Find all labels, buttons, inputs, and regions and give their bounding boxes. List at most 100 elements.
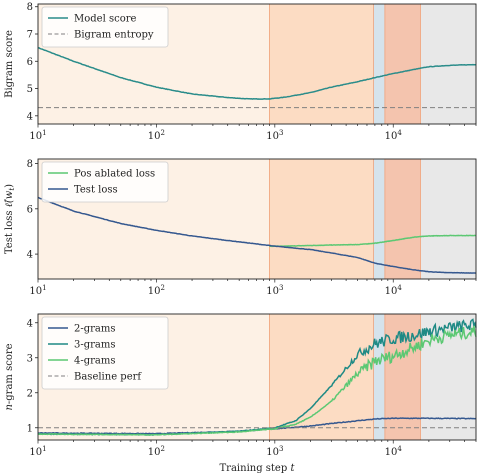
y-label-subscript: t — [8, 188, 16, 191]
x-tick-label: 104 — [385, 284, 403, 297]
legend-box — [41, 161, 169, 203]
x-tick-label: 101 — [29, 445, 46, 458]
legend-entry: Baseline perf — [74, 372, 142, 383]
x-axis: 101 102 103 104 — [29, 124, 477, 142]
legend: 2-grams 3-grams 4-grams Baseline perf — [41, 316, 169, 390]
phase-bands — [38, 159, 476, 279]
x-tick-label: 101 — [29, 284, 46, 297]
x-tick-exponent: 3 — [279, 445, 283, 453]
phase-band — [373, 4, 385, 124]
legend-entry: 2-grams — [74, 324, 116, 335]
legend-entry: 4-grams — [74, 356, 116, 367]
legend-entry: 3-grams — [74, 340, 116, 351]
legend-entry: Model score — [74, 14, 136, 25]
legend: Pos ablated loss Test loss — [41, 161, 169, 203]
x-tick-exponent: 4 — [397, 284, 402, 292]
legend-entry: Bigram entropy — [74, 30, 154, 41]
phase-band — [420, 159, 476, 279]
x-tick-exponent: 2 — [161, 284, 165, 292]
x-tick-exponent: 2 — [161, 129, 165, 137]
x-tick-label: 103 — [266, 284, 283, 297]
phase-band — [373, 159, 385, 279]
phase-band — [269, 159, 374, 279]
x-tick-exponent: 1 — [42, 129, 46, 137]
plot-frame — [37, 3, 477, 125]
x-tick-base: 10 — [148, 447, 161, 458]
x-tick-label: 102 — [148, 445, 165, 458]
x-tick-base: 10 — [385, 286, 398, 297]
y-label-text: Test loss — [4, 207, 15, 254]
x-tick-base: 10 — [148, 286, 161, 297]
y-axis-label: Test loss ℓ̂(wt) — [4, 184, 16, 254]
legend-entry: Test loss — [74, 185, 118, 196]
series-group — [37, 318, 477, 436]
x-tick-label: 102 — [148, 284, 165, 297]
x-tick-exponent: 4 — [397, 129, 402, 137]
legend-box — [41, 316, 169, 390]
x-tick-base: 10 — [29, 286, 42, 297]
x-tick-label: 103 — [266, 445, 283, 458]
x-label-italic: t — [290, 463, 295, 474]
series-line-pos-ablated-loss — [269, 234, 477, 248]
legend-box — [41, 6, 169, 48]
x-tick-exponent: 3 — [279, 129, 283, 137]
x-tick-exponent: 1 — [42, 284, 46, 292]
x-tick-label: 104 — [385, 445, 403, 458]
plot-frame — [37, 158, 477, 280]
x-tick-exponent: 2 — [161, 445, 165, 453]
y-tick-label: 7 — [27, 30, 33, 41]
phase-band — [420, 4, 476, 124]
y-tick-label: 8 — [27, 159, 33, 170]
x-axis: 101 102 103 104 — [29, 440, 477, 458]
x-tick-base: 10 — [266, 131, 279, 142]
x-tick-base: 10 — [266, 447, 279, 458]
series-group — [37, 196, 477, 274]
y-tick-label: 5 — [27, 84, 33, 95]
legend: Model score Bigram entropy — [41, 6, 169, 48]
x-tick-label: 104 — [385, 129, 403, 142]
y-tick-label: 4 — [27, 111, 33, 122]
x-tick-base: 10 — [29, 131, 42, 142]
x-label-text: Training step — [220, 463, 291, 474]
y-axis: 4 6 8 — [27, 159, 38, 261]
y-label-close: ) — [4, 184, 15, 188]
x-tick-base: 10 — [385, 447, 398, 458]
phase-band — [384, 314, 421, 440]
phase-band — [384, 159, 421, 279]
x-tick-base: 10 — [266, 286, 279, 297]
series-line-test-loss — [37, 196, 477, 274]
x-tick-exponent: 3 — [279, 284, 283, 292]
y-label-text: -gram score — [4, 343, 15, 404]
x-tick-exponent: 4 — [397, 445, 402, 453]
y-label-math: ℓ̂(w — [4, 190, 15, 207]
series-line-model-score — [37, 47, 477, 100]
x-tick-label: 102 — [148, 129, 165, 142]
x-axis-label: Training step t — [220, 463, 296, 474]
y-tick-label: 3 — [27, 353, 33, 364]
y-tick-label: 1 — [27, 423, 33, 434]
y-axis-label: n-gram score — [4, 343, 15, 410]
x-tick-base: 10 — [29, 447, 42, 458]
phase-band — [269, 4, 374, 124]
y-tick-label: 8 — [27, 2, 33, 13]
x-tick-base: 10 — [385, 131, 398, 142]
x-tick-label: 101 — [29, 129, 46, 142]
y-axis-label: Bigram score — [4, 30, 15, 98]
x-tick-base: 10 — [148, 131, 161, 142]
x-axis: 101 102 103 104 — [29, 279, 477, 297]
legend-entry: Pos ablated loss — [74, 169, 155, 180]
phase-band — [269, 314, 374, 440]
y-axis: 1 2 3 4 — [27, 318, 38, 434]
x-tick-exponent: 1 — [42, 445, 46, 453]
plot-frame — [37, 313, 477, 441]
phase-band — [373, 314, 385, 440]
y-tick-label: 4 — [27, 250, 33, 261]
series-group — [37, 47, 477, 109]
y-tick-label: 4 — [27, 318, 33, 329]
y-tick-label: 6 — [27, 57, 33, 68]
y-tick-label: 2 — [27, 388, 33, 399]
